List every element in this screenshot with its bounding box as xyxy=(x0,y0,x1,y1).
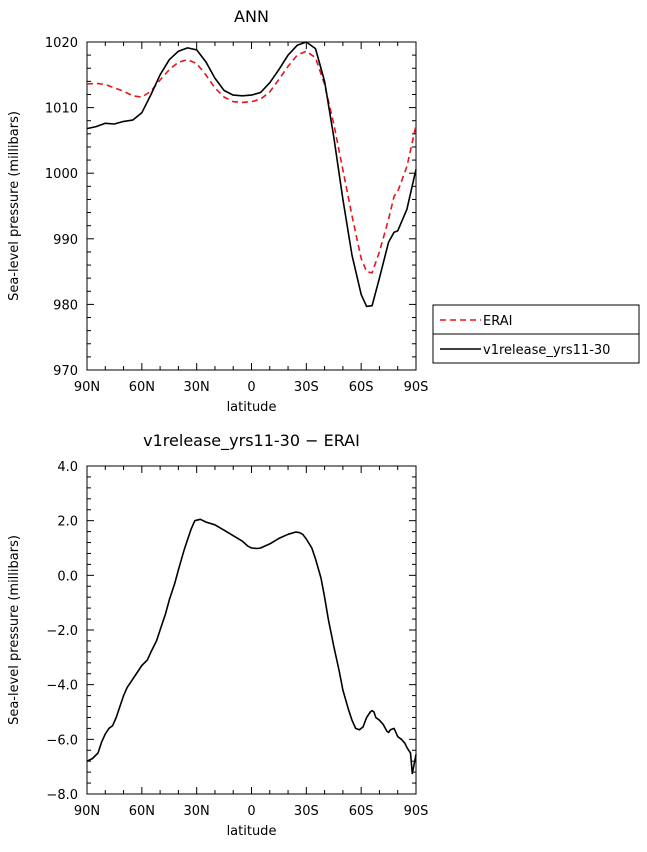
y-tick-label: 1000 xyxy=(45,167,78,182)
x-tick-label: 30S xyxy=(294,804,319,819)
series-line-1 xyxy=(86,518,417,775)
legend-label-2: v1release_yrs11-30 xyxy=(483,343,610,358)
chart-title: ANN xyxy=(234,7,269,26)
x-tick-label: 90N xyxy=(74,380,100,395)
y-tick-label: −6.0 xyxy=(46,733,78,748)
series-line-1 xyxy=(86,50,417,274)
y-tick-label: 990 xyxy=(53,233,78,248)
series-line-2 xyxy=(86,41,417,308)
chart-panel-1: ANN 90N 60N 30N 0 30S 60S 90S 970 980 990 1000 1010 1… xyxy=(7,7,640,415)
y-tick-label: 0.0 xyxy=(57,569,78,584)
y-tick-label: 970 xyxy=(53,364,78,379)
legend: ERAI v1release_yrs11-30 xyxy=(432,304,640,364)
y-tick-label: −4.0 xyxy=(46,679,78,694)
chart-title: v1release_yrs11-30 − ERAI xyxy=(143,431,360,451)
plot-frame xyxy=(86,465,417,795)
x-tick-label: 60S xyxy=(349,804,374,819)
y-tick-label: 980 xyxy=(53,298,78,313)
x-tick-label: 30N xyxy=(184,804,210,819)
chart-panel-2: v1release_yrs11-30 − ERAI 90N 60N 30N 0 30S 60… xyxy=(7,431,428,839)
y-tick-label: 4.0 xyxy=(57,460,78,475)
y-ticks: 970 980 990 1000 1010 1020 xyxy=(45,36,416,379)
x-tick-label: 90S xyxy=(404,804,429,819)
x-tick-label: 30N xyxy=(184,380,210,395)
y-tick-label: 1020 xyxy=(45,36,78,51)
x-axis-label: latitude xyxy=(227,824,277,839)
x-tick-label: 0 xyxy=(247,380,255,395)
x-tick-label: 60N xyxy=(129,804,155,819)
x-tick-label: 90N xyxy=(74,804,100,819)
x-tick-label: 0 xyxy=(247,804,255,819)
y-tick-label: −2.0 xyxy=(46,624,78,639)
y-tick-label: −8.0 xyxy=(46,788,78,803)
plot-frame xyxy=(86,41,417,371)
x-tick-label: 90S xyxy=(404,380,429,395)
y-tick-label: 2.0 xyxy=(57,515,78,530)
x-ticks: 90N 60N 30N 0 30S 60S 90S xyxy=(74,466,429,819)
y-tick-label: 1010 xyxy=(45,102,78,117)
legend-label-1: ERAI xyxy=(483,314,512,329)
y-ticks: −8.0 −6.0 −4.0 −2.0 0.0 2.0 4.0 xyxy=(46,460,416,803)
y-axis-label: Sea-level pressure (millibars) xyxy=(7,535,22,725)
x-axis-label: latitude xyxy=(227,400,277,415)
x-ticks: 90N 60N 30N 0 30S 60S 90S xyxy=(74,42,429,395)
x-tick-label: 60N xyxy=(129,380,155,395)
x-tick-label: 30S xyxy=(294,380,319,395)
x-tick-label: 60S xyxy=(349,380,374,395)
y-axis-label: Sea-level pressure (millibars) xyxy=(7,111,22,301)
